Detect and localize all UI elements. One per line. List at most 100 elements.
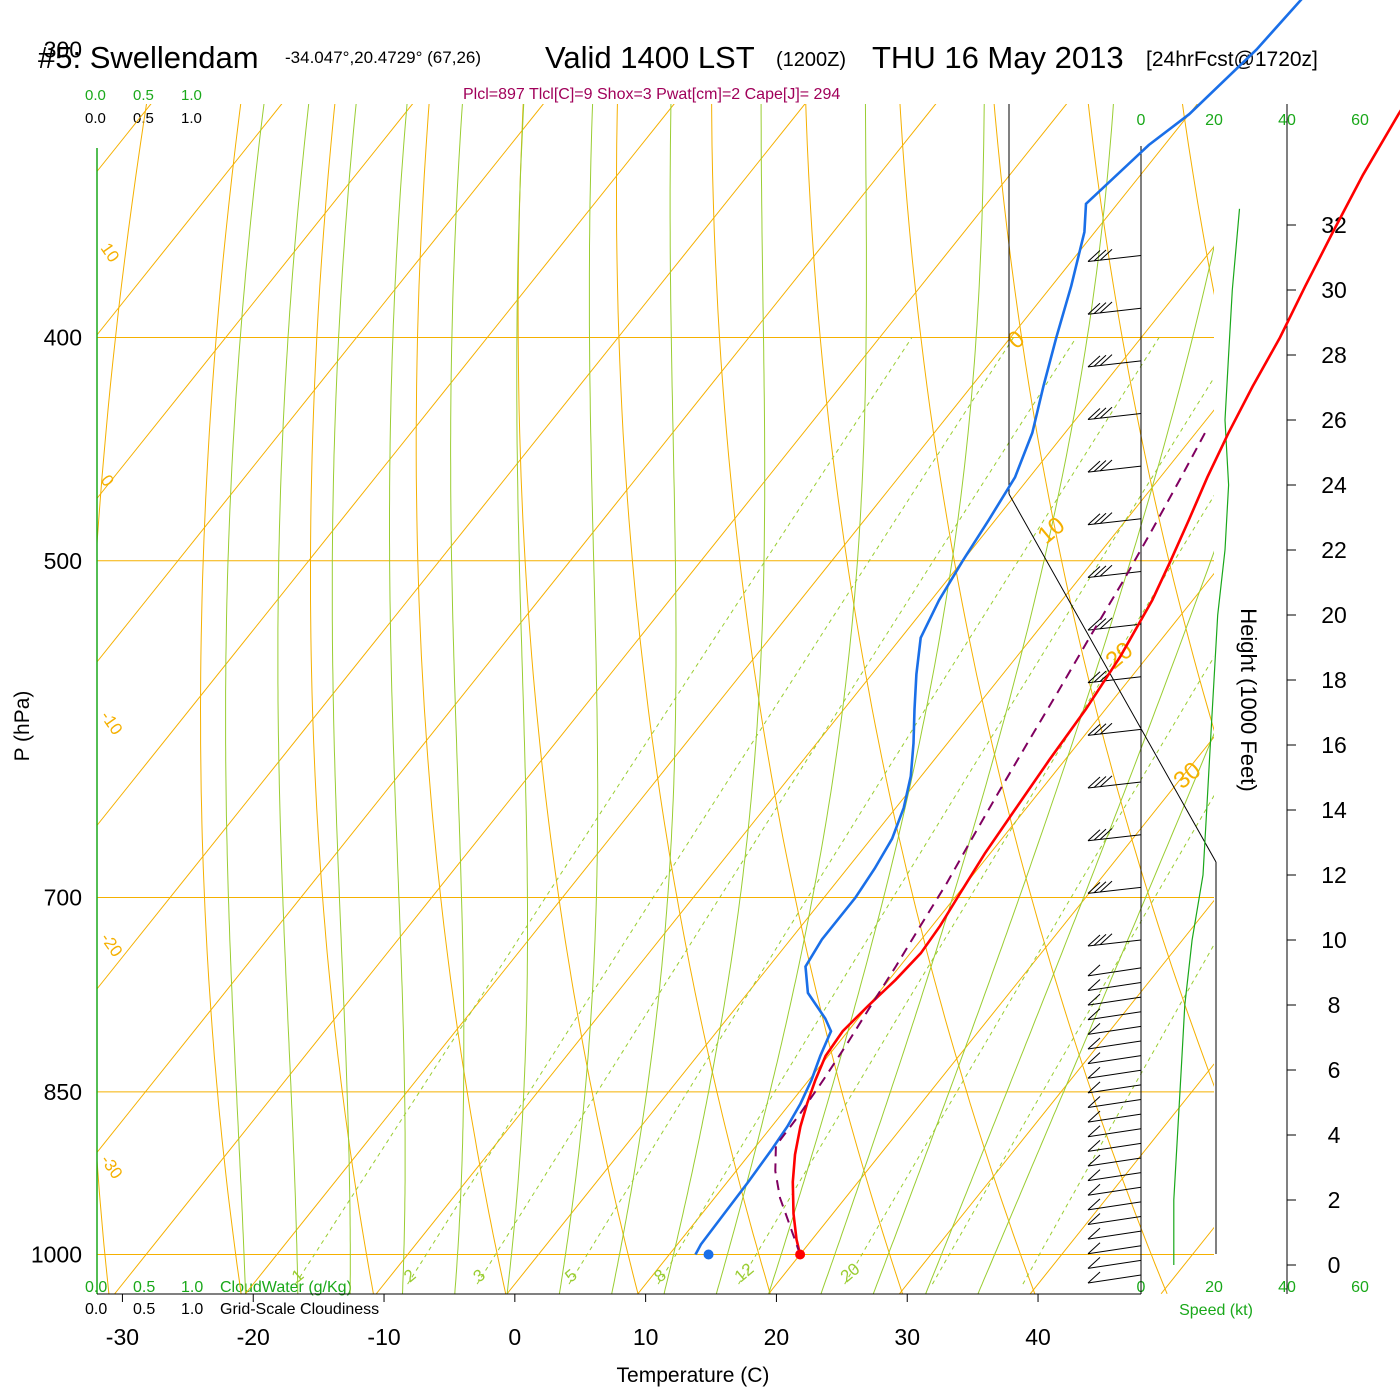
wind-barb-staff [1087, 1216, 1142, 1225]
wind-barb-flag [1099, 248, 1113, 261]
isotherm-label: -30 [97, 1151, 127, 1182]
dry-adiabat-line [616, 104, 771, 1294]
wind-barb-staff [1087, 1201, 1142, 1211]
dry-adiabat-line [805, 104, 1036, 1294]
isotherm-line [1029, 1063, 1214, 1294]
wind-barb-flag [1087, 1169, 1101, 1181]
wind-barb-staff [1087, 255, 1142, 263]
mixing-ratio-line [738, 494, 1214, 1285]
height-tick-label: 6 [1328, 1057, 1341, 1083]
wind-barb-staff [1087, 1040, 1142, 1050]
y-axis-title: P (hPa) [11, 691, 34, 762]
grid-clipped [97, 0, 1400, 1294]
wind-barb-flag [1099, 617, 1113, 630]
wind-barb-flag [1087, 618, 1101, 631]
speed-tick: 60 [1351, 1279, 1369, 1296]
forecast-info: [24hrFcst@1720z] [1146, 48, 1318, 71]
wind-barb-staff [1087, 1099, 1142, 1108]
wind-barb-flag [1099, 564, 1113, 577]
wind-barb-staff [1087, 1084, 1142, 1094]
wind-barb-staff [1087, 676, 1142, 684]
dry-adiabat-line [1327, 0, 1400, 1294]
speed-axis-label: Speed (kt) [1179, 1302, 1253, 1319]
moist-adiabat-line [925, 550, 1214, 1294]
x-tick-label: -20 [237, 1324, 270, 1350]
valid-time: Valid 1400 LST [545, 40, 755, 75]
mixing-ratio-line [1022, 943, 1214, 1285]
wind-barb-flag [1099, 933, 1113, 946]
wind-barb-staff [1087, 518, 1142, 526]
wind-barb-flag [1099, 354, 1113, 367]
sounding-series [694, 0, 1400, 1260]
mixing-ratio-line [294, 337, 913, 1285]
moist-adiabat-line [277, 104, 310, 1294]
parcel-profile-line [774, 432, 1206, 1255]
cloudiness-tick: 0.0 [85, 1301, 107, 1318]
cloudiness-tick: 0.5 [133, 110, 154, 127]
speed-tick: 20 [1205, 1279, 1223, 1296]
height-tick-label: 14 [1321, 797, 1347, 823]
wind-barb-flag [1087, 979, 1101, 991]
height-tick-label: 22 [1321, 537, 1347, 563]
surface-dewpoint-dot [703, 1249, 714, 1260]
wind-barb-flag [1087, 671, 1101, 684]
dry-adiabat-line [993, 104, 1214, 1087]
moist-adiabat-line [450, 104, 465, 1294]
height-tick-label: 0 [1328, 1252, 1341, 1278]
height-tick-label: 4 [1328, 1122, 1341, 1148]
moist-adiabat-line [768, 104, 985, 1294]
wind-barb-flag [1087, 1081, 1101, 1094]
wind-barb-flag [1099, 880, 1113, 893]
isotherm-label: 30 [1169, 757, 1207, 795]
cloudiness-tick: 0.5 [133, 1301, 155, 1318]
wind-barb-flag [1087, 1183, 1101, 1196]
dry-adiabat-line [199, 104, 242, 1294]
wind-barb-staff [1087, 939, 1142, 947]
wind-barb-staff [1087, 1069, 1142, 1079]
wind-barb-staff [1087, 623, 1142, 631]
moist-adiabat-line [820, 104, 1114, 1294]
wind-barb-staff [1087, 1245, 1142, 1255]
temperature-profile-line [791, 109, 1400, 1255]
moist-adiabat-line [715, 104, 867, 1294]
height-tick-label: 16 [1321, 732, 1347, 758]
cloudwater-tick: 0.5 [133, 1279, 155, 1296]
stability-indices: Plcl=897 Tlcl[C]=9 Shox=3 Pwat[cm]=2 Cap… [463, 86, 840, 103]
wind-barb-flag [1087, 1213, 1101, 1225]
isotherm-line [97, 104, 675, 827]
valid-utc: (1200Z) [776, 49, 846, 71]
wind-barb-staff [1087, 728, 1142, 736]
wind-barb-flag [1087, 1008, 1101, 1021]
wind-barb-flag [1087, 993, 1101, 1006]
mixing-ratio-label: 12 [731, 1259, 758, 1286]
x-tick-label: 40 [1025, 1324, 1051, 1350]
wind-barb-flag [1087, 1037, 1101, 1050]
wind-barb-flag [1087, 1242, 1101, 1255]
isotherm-label: -10 [97, 707, 127, 738]
dry-adiabat-line [1087, 104, 1214, 732]
isotherm-line [1292, 0, 1400, 1294]
wind-barb-flag [1087, 408, 1101, 420]
wind-barb-flag [1093, 670, 1107, 683]
wind-barb-flag [1093, 407, 1107, 420]
x-axis-title: Temperature (C) [617, 1364, 770, 1387]
isotherm-label: 0 [1003, 325, 1031, 354]
wind-barb-staff [1087, 1055, 1142, 1065]
wind-barb-staff [1087, 1113, 1142, 1123]
wind-barb-staff [1087, 1142, 1142, 1152]
pressure-tick-label: 1000 [31, 1242, 82, 1268]
isotherm-line [637, 572, 1214, 1294]
wind-barb-flag [1093, 565, 1107, 578]
dry-adiabat-line [310, 104, 374, 1294]
cloudwater-tick: 1.0 [181, 87, 202, 104]
wind-barb-staff [1087, 1157, 1142, 1167]
wind-barb-staff [1087, 360, 1142, 368]
dry-adiabat-line [517, 104, 639, 1294]
wind-barb-staff [1087, 1025, 1142, 1035]
isotherm-label: 0 [97, 471, 118, 490]
moist-adiabat-line [331, 104, 357, 1294]
wind-barb-staff [1087, 1259, 1142, 1269]
x-tick-label: -30 [106, 1324, 139, 1350]
wind-barb-flag [1087, 1154, 1101, 1167]
wind-barb-flag [1087, 302, 1101, 315]
